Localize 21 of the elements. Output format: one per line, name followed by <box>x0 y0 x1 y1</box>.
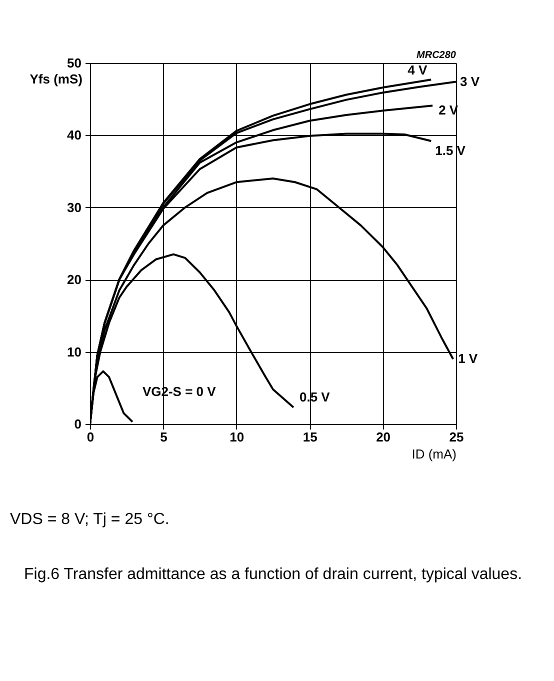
caption: Fig.6 Transfer admittance as a function of drain current, typical values. <box>24 566 522 583</box>
series-label: 4 V <box>408 62 428 78</box>
y-tick-label: 10 <box>67 344 82 360</box>
y-tick-label: 30 <box>67 200 82 215</box>
series-label: 1 V <box>458 351 478 366</box>
x-tick-label: 5 <box>160 430 168 444</box>
x-tick-label: 25 <box>449 430 464 444</box>
y-axis-title: Yfs (mS) <box>30 72 82 86</box>
x-axis-title: ID (mA) <box>412 446 456 462</box>
x-tick-label: 15 <box>302 430 318 444</box>
text: MRC280 <box>416 50 456 61</box>
y-tick-label: 40 <box>67 128 82 143</box>
series-label: 3 V <box>460 74 480 89</box>
x-tick-label: 10 <box>230 430 244 444</box>
x-tick-label: 0 <box>86 430 94 444</box>
x-tick-label: 20 <box>376 430 391 444</box>
series-label: 1.5 V <box>435 142 466 158</box>
y-tick-label: 20 <box>67 272 82 288</box>
text: VDS = 8 V; Tj = 25 °C. <box>10 511 170 528</box>
y-tick-label: 50 <box>67 56 82 70</box>
y-tick-label: 0 <box>74 416 82 432</box>
